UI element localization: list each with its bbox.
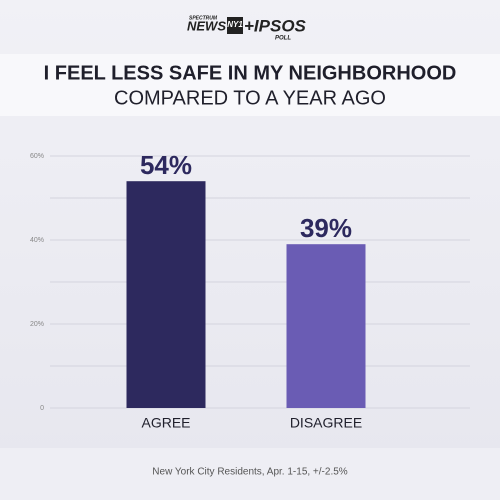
y-tick-label: 60% <box>30 153 44 160</box>
x-tick-label: AGREE <box>141 415 190 431</box>
bar <box>286 244 366 408</box>
logo-news: NEWS <box>187 18 226 33</box>
footer-band <box>0 448 500 500</box>
bar <box>126 181 206 408</box>
logo-box <box>227 17 243 34</box>
title-band <box>0 54 500 116</box>
logo-poll: POLL <box>275 36 291 42</box>
chart-subtitle: COMPARED TO A YEAR AGO <box>114 87 386 109</box>
y-tick-label: 0 <box>40 405 44 412</box>
value-label: 54% <box>140 150 192 180</box>
y-tick-label: 20% <box>30 321 44 328</box>
y-tick-label: 40% <box>30 237 44 244</box>
footnote: New York City Residents, Apr. 1-15, +/-2… <box>152 467 347 478</box>
x-tick-label: DISAGREE <box>290 415 362 431</box>
logo-partner: +IPSOS <box>244 16 307 35</box>
value-label: 39% <box>300 213 352 243</box>
logo-spectrum: SPECTRUM <box>189 15 218 21</box>
logo: SPECTRUM NEWS NY1 +IPSOS POLL <box>187 15 307 41</box>
logo-ny1: NY1 <box>227 20 243 29</box>
chart-title: I FEEL LESS SAFE IN MY NEIGHBORHOOD <box>44 62 457 84</box>
